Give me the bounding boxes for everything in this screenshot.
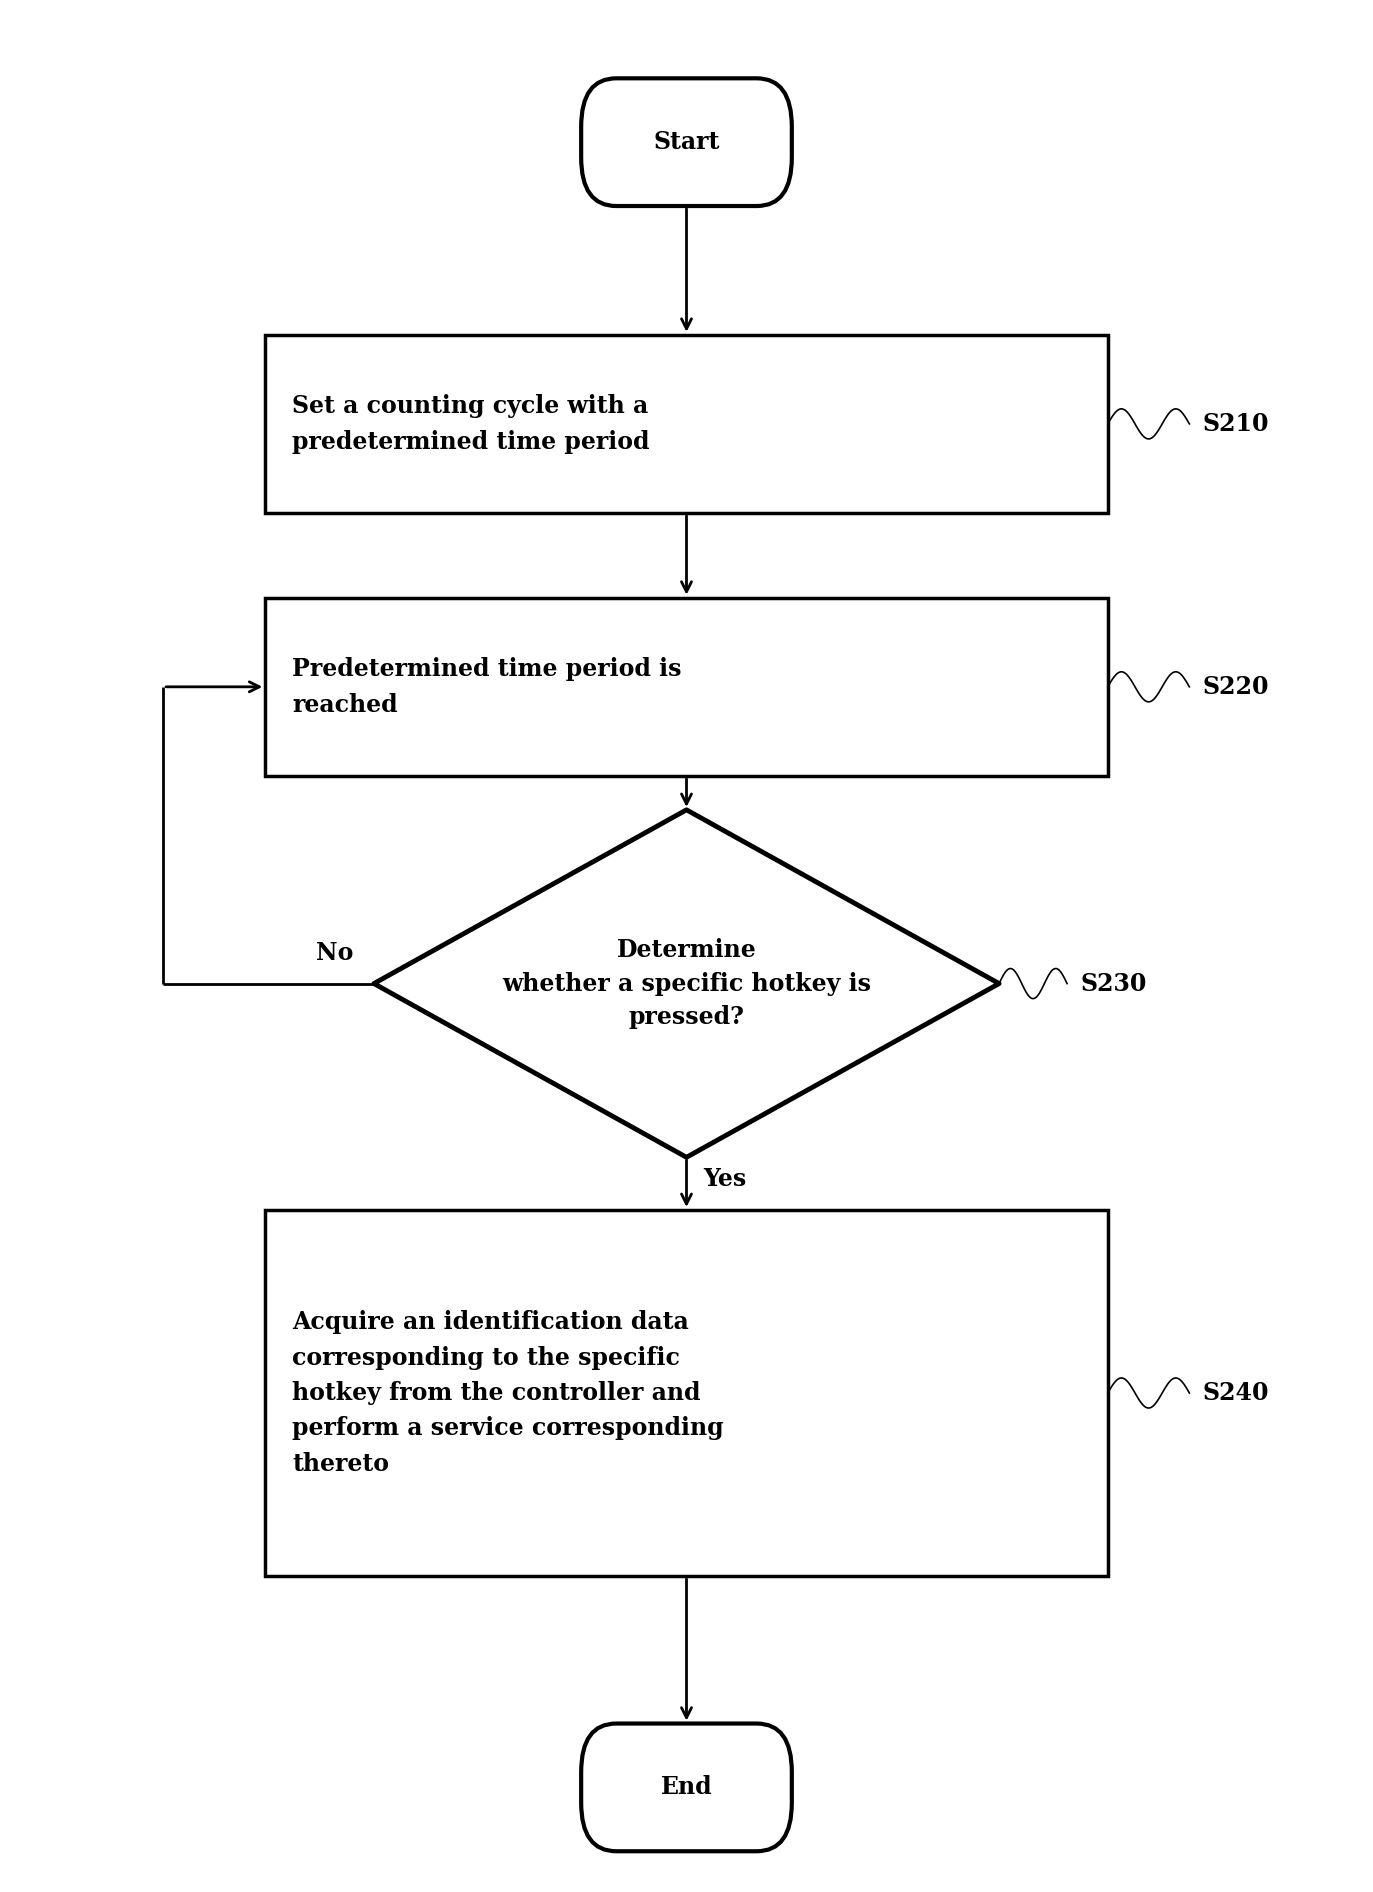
FancyBboxPatch shape (581, 1724, 792, 1850)
Text: Acquire an identification data
corresponding to the specific
hotkey from the con: Acquire an identification data correspon… (292, 1309, 724, 1476)
Text: Set a counting cycle with a
predetermined time period: Set a counting cycle with a predetermine… (292, 394, 649, 454)
Bar (265, 1209, 1108, 1576)
Text: S210: S210 (1203, 412, 1270, 435)
Text: S230: S230 (1081, 972, 1146, 995)
Text: Yes: Yes (703, 1167, 746, 1190)
Text: Determine
whether a specific hotkey is
pressed?: Determine whether a specific hotkey is p… (503, 938, 870, 1029)
Polygon shape (373, 810, 1000, 1158)
Text: Predetermined time period is
reached: Predetermined time period is reached (292, 657, 682, 717)
Text: S240: S240 (1203, 1381, 1270, 1406)
Bar (265, 598, 1108, 776)
Text: End: End (660, 1775, 713, 1799)
Text: S220: S220 (1203, 675, 1270, 698)
Bar (265, 335, 1108, 513)
FancyBboxPatch shape (581, 78, 792, 206)
Text: No: No (316, 940, 353, 965)
Text: Start: Start (654, 131, 719, 153)
